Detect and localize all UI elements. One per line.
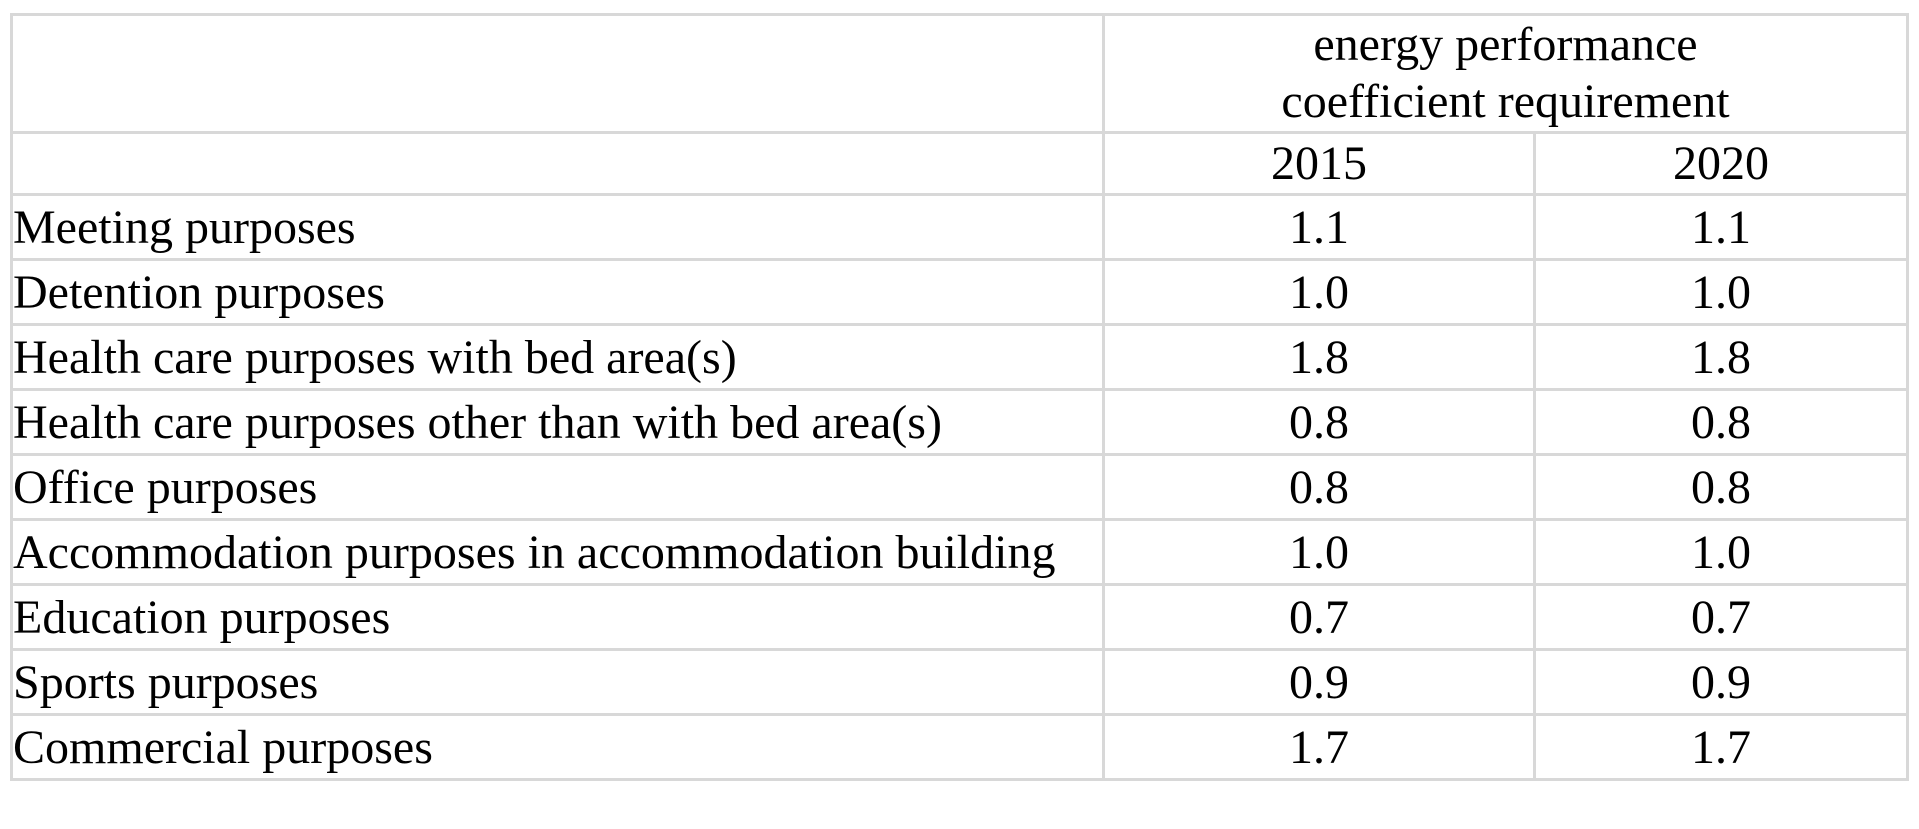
table-row: Health care purposes other than with bed…: [10, 388, 1909, 456]
corner-empty-cell-2: [10, 131, 1105, 196]
value-2015: 0.7: [1102, 583, 1536, 651]
value-2015: 1.0: [1102, 258, 1536, 326]
value-2020: 0.7: [1533, 583, 1909, 651]
group-title-cell: energy performance coefficient requireme…: [1102, 13, 1909, 134]
row-label: Detention purposes: [10, 258, 1105, 326]
row-label: Commercial purposes: [10, 713, 1105, 781]
row-label: Sports purposes: [10, 648, 1105, 716]
year-header-2020: 2020: [1533, 131, 1909, 196]
row-label: Accommodation purposes in accommodation …: [10, 518, 1105, 586]
epc-requirements-table: energy performance coefficient requireme…: [10, 13, 1909, 781]
value-2020: 0.8: [1533, 453, 1909, 521]
value-2020: 1.0: [1533, 518, 1909, 586]
table-row: Education purposes 0.7 0.7: [10, 583, 1909, 651]
table-row: Sports purposes 0.9 0.9: [10, 648, 1909, 716]
value-2020: 1.7: [1533, 713, 1909, 781]
table-row: Office purposes 0.8 0.8: [10, 453, 1909, 521]
value-2015: 1.0: [1102, 518, 1536, 586]
value-2015: 1.1: [1102, 193, 1536, 261]
table-row: Accommodation purposes in accommodation …: [10, 518, 1909, 586]
value-2015: 0.8: [1102, 388, 1536, 456]
header-years-row: 2015 2020: [10, 131, 1909, 196]
row-label: Health care purposes with bed area(s): [10, 323, 1105, 391]
year-header-2015: 2015: [1102, 131, 1536, 196]
table-row: Commercial purposes 1.7 1.7: [10, 713, 1909, 781]
header-group-row: energy performance coefficient requireme…: [10, 13, 1909, 134]
row-label: Meeting purposes: [10, 193, 1105, 261]
row-label: Office purposes: [10, 453, 1105, 521]
table-row: Meeting purposes 1.1 1.1: [10, 193, 1909, 261]
value-2020: 0.9: [1533, 648, 1909, 716]
value-2015: 0.8: [1102, 453, 1536, 521]
value-2015: 1.7: [1102, 713, 1536, 781]
value-2015: 0.9: [1102, 648, 1536, 716]
value-2015: 1.8: [1102, 323, 1536, 391]
value-2020: 0.8: [1533, 388, 1909, 456]
value-2020: 1.0: [1533, 258, 1909, 326]
table-row: Health care purposes with bed area(s) 1.…: [10, 323, 1909, 391]
value-2020: 1.8: [1533, 323, 1909, 391]
table-row: Detention purposes 1.0 1.0: [10, 258, 1909, 326]
row-label: Health care purposes other than with bed…: [10, 388, 1105, 456]
value-2020: 1.1: [1533, 193, 1909, 261]
corner-empty-cell: [10, 13, 1105, 134]
row-label: Education purposes: [10, 583, 1105, 651]
